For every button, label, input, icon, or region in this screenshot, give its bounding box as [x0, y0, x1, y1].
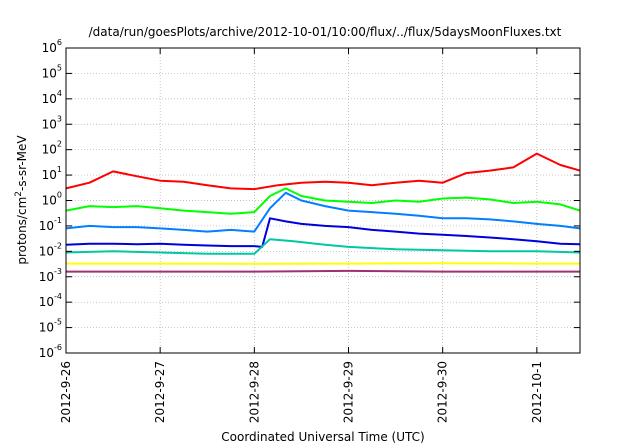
- y-tick-label: 101: [42, 165, 62, 182]
- y-tick-label: 103: [42, 114, 62, 131]
- x-axis-label: Coordinated Universal Time (UTC): [221, 430, 424, 444]
- y-tick-label: 105: [42, 63, 62, 80]
- y-tick-label: 102: [42, 140, 62, 157]
- y-axis-label-pre: protons/cm: [15, 197, 29, 265]
- y-tick-label: 10-4: [39, 292, 62, 309]
- y-axis-label: protons/cm2-s-sr-MeV: [14, 135, 29, 265]
- x-tick-label: 2012-10-1: [530, 361, 544, 423]
- x-tick-label: 2012-9-29: [342, 361, 356, 423]
- x-axis-ticks: 2012-9-26 2012-9-27 2012-9-28 2012-9-29 2012…: [59, 48, 544, 423]
- series-line-5: [65, 238, 581, 255]
- x-tick-label: 2012-9-28: [247, 361, 261, 423]
- series-line-7: [66, 269, 580, 273]
- y-tick-label: 104: [42, 89, 62, 106]
- y-tick-label: 10-2: [39, 241, 62, 258]
- y-tick-label: 106: [42, 38, 62, 55]
- series-line-3: [65, 191, 581, 233]
- series-line-4: [65, 217, 581, 248]
- chart-title: /data/run/goesPlots/archive/2012-10-01/1…: [89, 25, 562, 39]
- series-group: [65, 152, 581, 273]
- x-tick-label: 2012-9-30: [436, 361, 450, 423]
- y-tick-label: 10-6: [39, 343, 62, 360]
- y-axis-label-post: -s-sr-MeV: [15, 135, 29, 191]
- x-tick-label: 2012-9-26: [59, 361, 73, 423]
- series-line-6: [66, 262, 580, 265]
- y-tick-label: 100: [42, 191, 62, 208]
- y-axis-ticks: 10-6 10-5 10-4 10-3 10-2 10-1 100 101 102 103 104 1…: [39, 38, 580, 360]
- y-axis-label-sup: 2: [14, 191, 24, 197]
- y-tick-label: 10-1: [39, 216, 62, 233]
- series-line-1: [65, 152, 581, 191]
- y-tick-label: 10-3: [39, 267, 62, 284]
- y-tick-label: 10-5: [39, 318, 62, 335]
- series-line-2: [65, 187, 581, 215]
- x-tick-label: 2012-9-27: [153, 361, 167, 423]
